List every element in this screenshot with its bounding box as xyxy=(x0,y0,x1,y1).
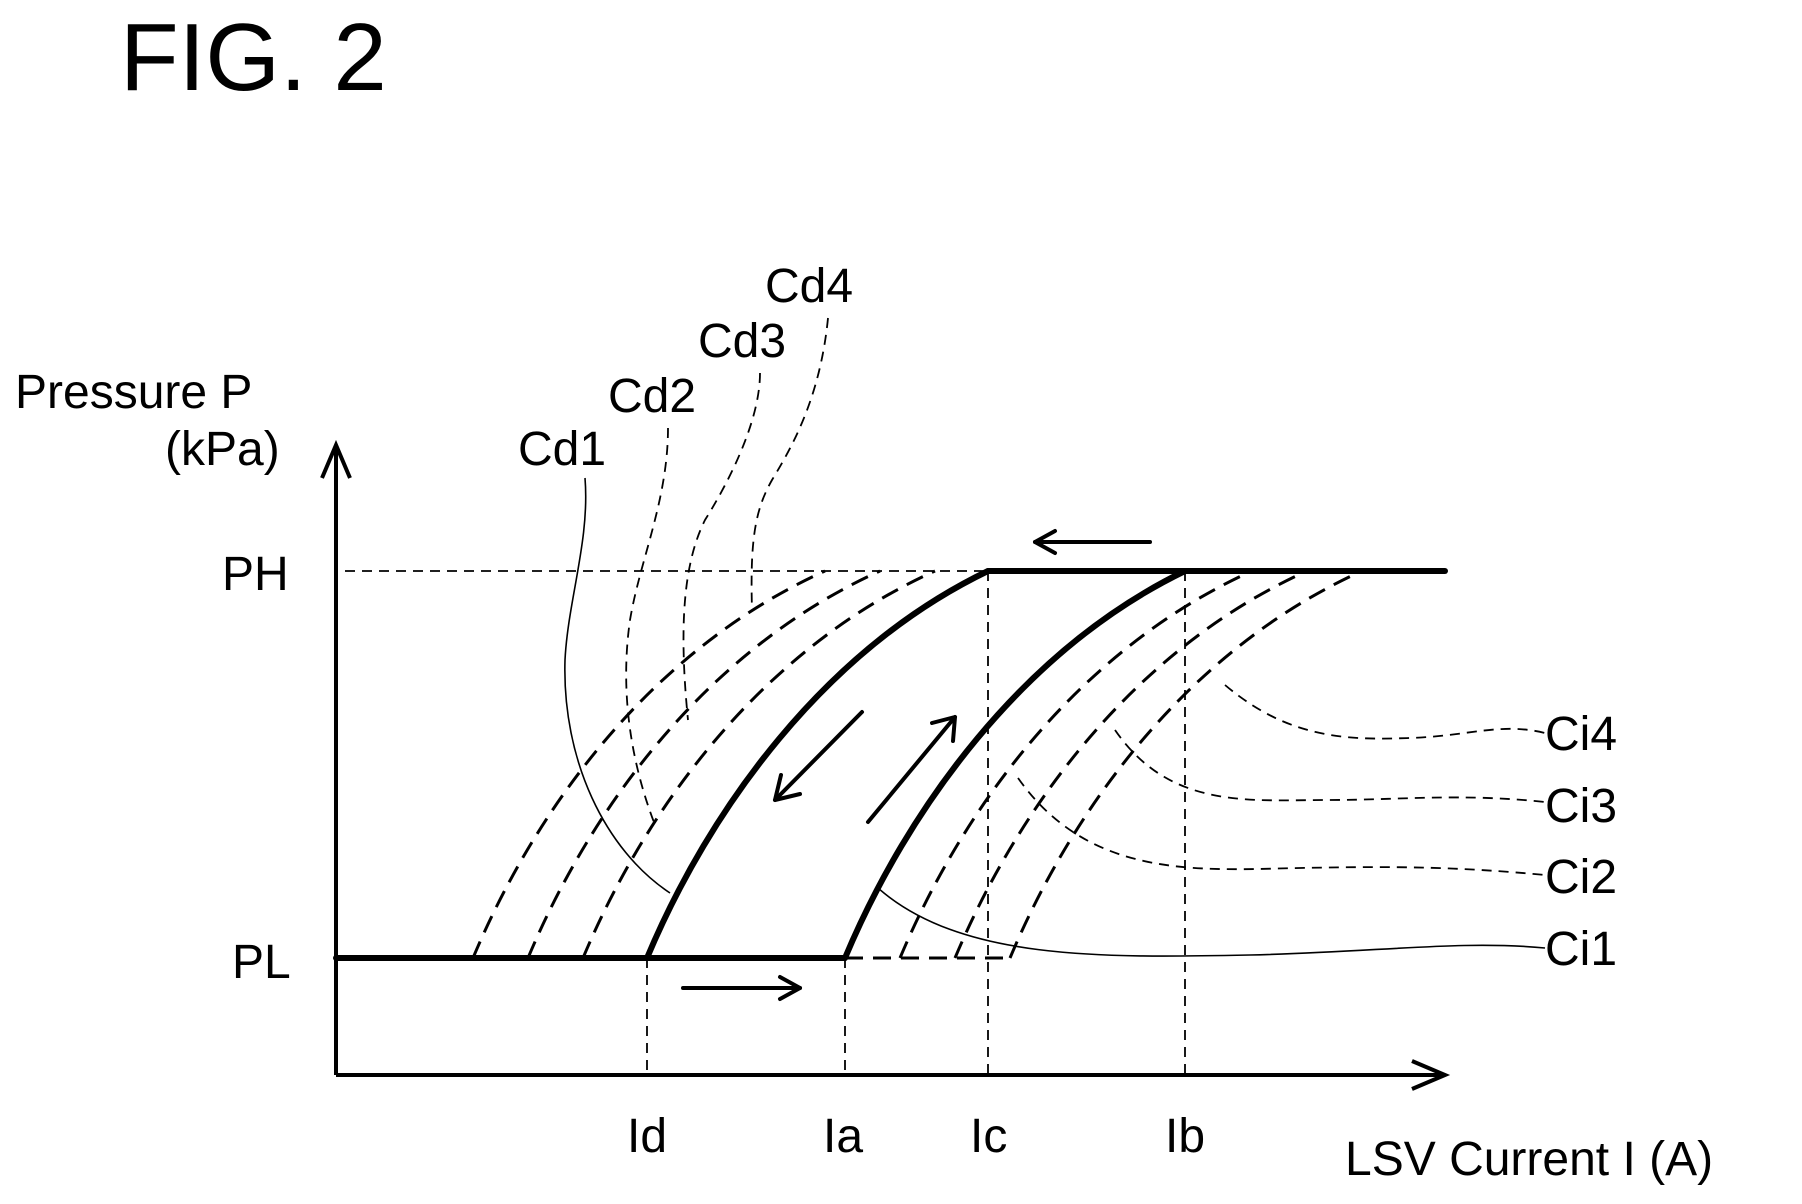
reference-lines xyxy=(345,570,1186,1075)
arrow-right-bottom-icon xyxy=(778,975,802,1001)
cd2-leader xyxy=(625,427,669,826)
x-tick-ia: Ia xyxy=(823,1110,863,1163)
cd4-leader xyxy=(750,317,829,611)
x-axis-arrowhead xyxy=(1411,1059,1451,1091)
x-tick-ic: Ic xyxy=(970,1110,1007,1163)
label-cd2: Cd2 xyxy=(608,370,696,423)
x-tick-id: Id xyxy=(627,1110,667,1163)
figure-title: FIG. 2 xyxy=(120,4,387,111)
label-cd4: Cd4 xyxy=(765,260,853,313)
cd1-leader xyxy=(564,477,671,894)
y-axis-unit: (kPa) xyxy=(165,423,280,476)
x-tick-ib: Ib xyxy=(1165,1110,1205,1163)
dashed-increasing-curves xyxy=(845,569,1363,960)
label-ci4: Ci4 xyxy=(1545,708,1617,761)
dashed-curve-left-2 xyxy=(526,569,881,959)
y-axis-arrowhead xyxy=(320,439,352,479)
label-ci3: Ci3 xyxy=(1545,780,1617,833)
y-tick-ph: PH xyxy=(222,548,289,601)
ci1-leader xyxy=(877,887,1546,957)
dashed-curve-left-1 xyxy=(471,569,826,959)
label-ci1: Ci1 xyxy=(1545,923,1617,976)
arrow-down-left-icon xyxy=(773,773,802,802)
cd3-leader xyxy=(682,372,761,721)
ci3-leader xyxy=(1114,729,1546,803)
arrow-up-right-icon xyxy=(930,715,957,743)
arrow-down-left-shaft xyxy=(773,710,864,802)
arrow-up-right-shaft xyxy=(866,715,957,824)
y-tick-pl: PL xyxy=(232,936,291,989)
x-axis-label: LSV Current I (A) xyxy=(1345,1133,1713,1186)
label-cd1: Cd1 xyxy=(518,423,606,476)
ci-leader-lines xyxy=(877,684,1546,957)
dashed-curve-right-3 xyxy=(1008,569,1363,959)
axes xyxy=(320,439,1451,1091)
solid-hysteresis-loop xyxy=(333,568,1448,961)
solid-curve-decreasing xyxy=(644,568,991,961)
dashed-decreasing-curves xyxy=(471,569,936,959)
direction-arrows xyxy=(681,529,1152,1001)
cd-leader-lines xyxy=(564,317,829,894)
dashed-curve-right-2 xyxy=(953,569,1308,959)
label-ci2: Ci2 xyxy=(1545,851,1617,904)
arrow-left-top-icon xyxy=(1033,529,1057,555)
dashed-curve-right-1 xyxy=(898,569,1253,959)
y-axis-label: Pressure P xyxy=(15,366,252,419)
ci4-leader xyxy=(1224,684,1546,740)
solid-curve-increasing xyxy=(842,568,1188,961)
label-cd3: Cd3 xyxy=(698,315,786,368)
ci2-leader xyxy=(1017,777,1546,876)
dashed-curve-left-3 xyxy=(581,569,936,959)
